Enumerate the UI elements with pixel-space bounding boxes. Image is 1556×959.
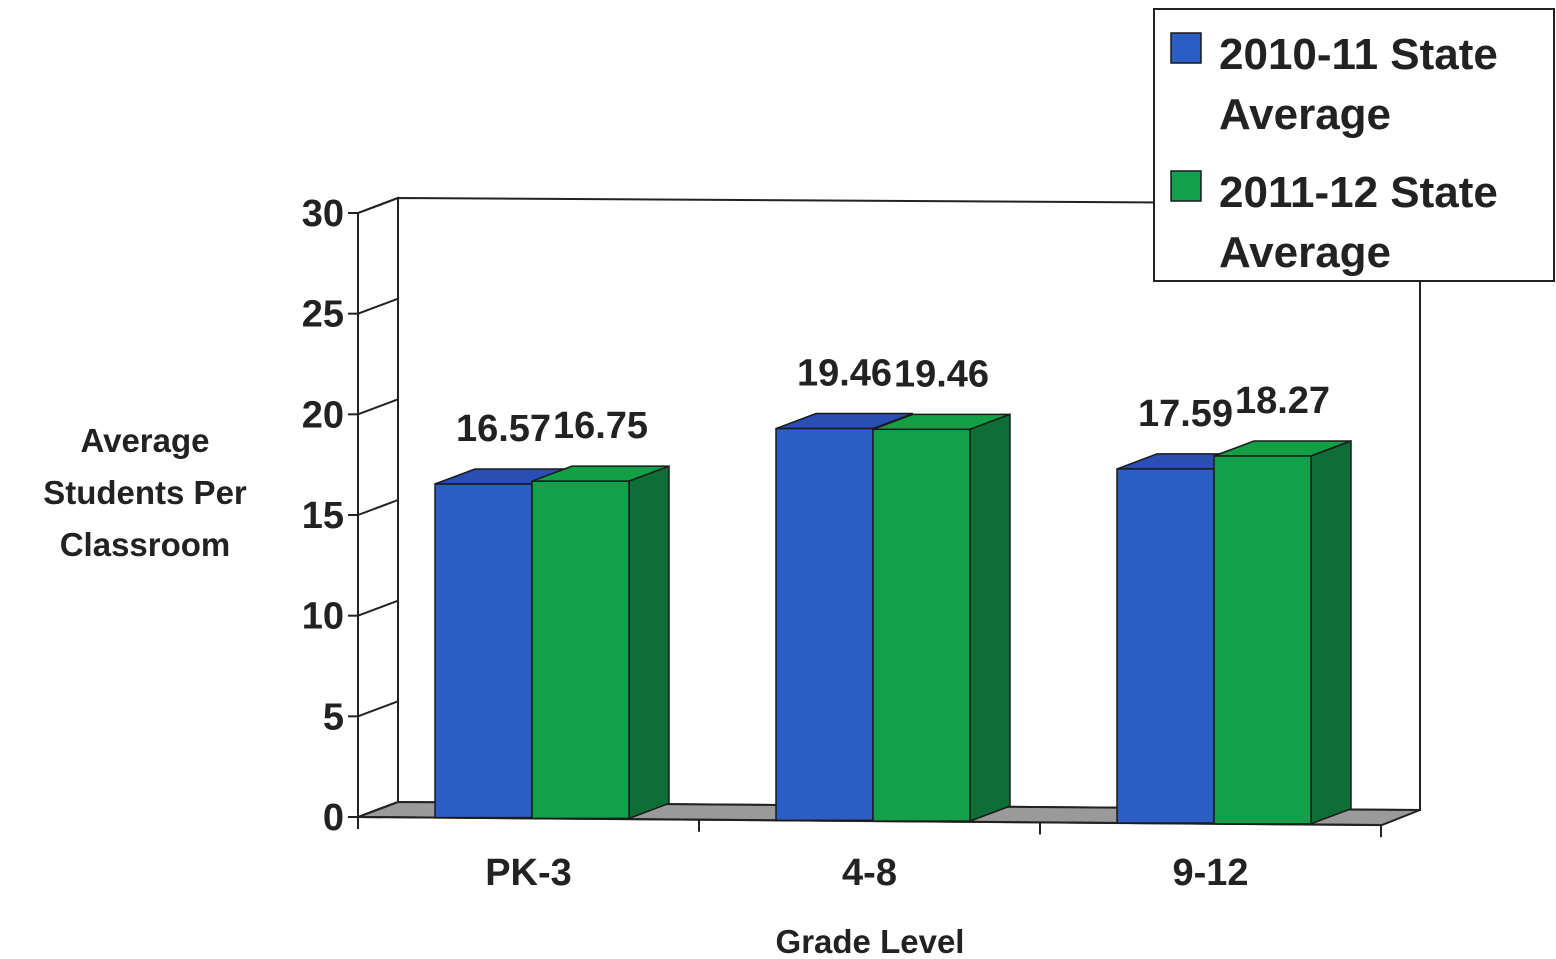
y-axis-title-line: Students Per bbox=[43, 474, 247, 511]
y-tick-depth bbox=[357, 801, 399, 818]
y-tick-label: 0 bbox=[323, 797, 344, 839]
y-tick-label: 5 bbox=[323, 696, 344, 738]
bar-front bbox=[531, 480, 630, 820]
value-labels: 16.57 16.75 19.46 19.46 17.59 18.27 bbox=[456, 353, 1330, 450]
value-label: 19.46 bbox=[797, 353, 892, 395]
category-label: 9-12 bbox=[1172, 852, 1248, 894]
value-label: 18.27 bbox=[1235, 380, 1330, 422]
bar bbox=[872, 413, 1011, 823]
value-label: 16.75 bbox=[553, 405, 648, 447]
y-tick-depth bbox=[357, 700, 399, 718]
y-tick-label: 20 bbox=[302, 394, 344, 436]
bars bbox=[434, 412, 1352, 825]
legend-label: 2010-11 State bbox=[1219, 30, 1498, 79]
y-tick-label: 15 bbox=[302, 495, 344, 537]
bar bbox=[531, 465, 670, 820]
bar-front bbox=[1213, 455, 1312, 825]
value-label: 16.57 bbox=[456, 408, 551, 450]
y-axis: 0 5 10 15 20 25 30 bbox=[302, 193, 399, 839]
legend-label: 2011-12 State bbox=[1219, 168, 1498, 217]
legend-swatch bbox=[1170, 170, 1202, 202]
bar-front bbox=[775, 427, 874, 822]
y-axis-title: Average Students Per Classroom bbox=[43, 422, 247, 563]
value-label: 19.46 bbox=[894, 353, 989, 395]
bar bbox=[775, 412, 914, 822]
y-tick-label: 30 bbox=[302, 193, 344, 235]
y-axis-title-line: Classroom bbox=[60, 526, 231, 563]
bar-side bbox=[628, 465, 670, 820]
legend-label: Average bbox=[1219, 90, 1391, 139]
x-axis-title: Grade Level bbox=[776, 923, 965, 959]
value-label: 17.59 bbox=[1138, 393, 1233, 435]
legend-label: Average bbox=[1219, 228, 1391, 277]
legend-swatch bbox=[1170, 32, 1202, 64]
bar bbox=[1213, 439, 1352, 825]
y-tick-depth bbox=[357, 297, 399, 315]
category-label: 4-8 bbox=[842, 852, 897, 894]
bar-side bbox=[969, 413, 1011, 823]
y-axis-title-line: Average bbox=[80, 422, 209, 459]
y-tick-label: 10 bbox=[302, 596, 344, 638]
bar-front bbox=[872, 428, 971, 822]
x-axis: PK-3 4-8 9-12 bbox=[357, 816, 1382, 894]
y-tick-depth bbox=[357, 398, 399, 416]
bar-front bbox=[1116, 468, 1215, 824]
y-tick-depth bbox=[357, 197, 399, 214]
y-tick-depth bbox=[357, 499, 399, 516]
bar-front bbox=[434, 483, 533, 819]
y-tick-label: 25 bbox=[302, 294, 344, 336]
bar-side bbox=[1310, 439, 1352, 825]
category-label: PK-3 bbox=[485, 852, 572, 894]
legend-box bbox=[1153, 8, 1555, 282]
legend: 2010-11 State Average 2011-12 State Average bbox=[1153, 8, 1555, 282]
y-tick-depth bbox=[357, 599, 399, 617]
